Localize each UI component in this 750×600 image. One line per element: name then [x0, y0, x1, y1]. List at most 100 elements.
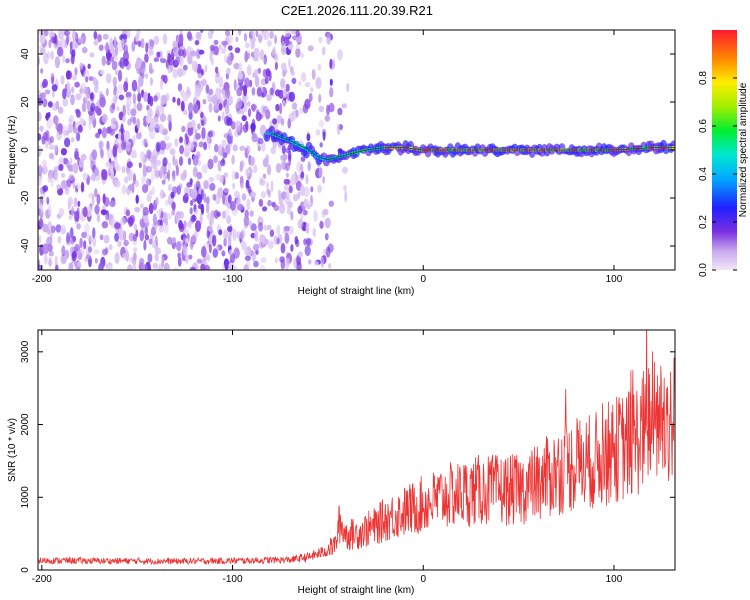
noise-cell	[276, 115, 282, 124]
noise-cell	[51, 84, 58, 92]
noise-cell	[101, 169, 108, 181]
noise-cell	[74, 210, 80, 222]
noise-cell	[81, 231, 88, 239]
noise-cell	[225, 209, 230, 215]
figure-title: C2E1.2026.111.20.39.R21	[281, 3, 433, 18]
noise-cell	[315, 76, 322, 89]
noise-cell	[126, 96, 132, 108]
noise-cell	[192, 60, 199, 72]
noise-cell	[136, 118, 141, 130]
noise-cell	[233, 79, 237, 91]
noise-cell	[324, 233, 329, 241]
noise-cell	[300, 156, 306, 163]
noise-cell	[91, 194, 95, 206]
noise-cell	[321, 46, 326, 56]
noise-cell	[319, 220, 324, 229]
noise-cell	[227, 45, 233, 51]
noise-cell	[92, 227, 96, 239]
noise-cell	[187, 102, 194, 113]
noise-cell	[133, 247, 138, 253]
noise-cell	[66, 34, 69, 46]
noise-cell	[143, 91, 148, 102]
noise-cell	[260, 141, 266, 152]
noise-cell	[99, 69, 105, 75]
noise-cell	[150, 170, 154, 183]
noise-cell	[208, 176, 215, 183]
noise-cell	[185, 238, 190, 244]
noise-cell	[283, 178, 290, 185]
noise-cell	[269, 30, 274, 40]
noise-cell	[344, 190, 348, 203]
noise-cell	[106, 59, 111, 66]
noise-cell	[105, 88, 109, 97]
noise-cell	[244, 255, 251, 261]
noise-cell	[127, 30, 131, 39]
noise-cell	[221, 139, 227, 147]
noise-cell	[49, 30, 53, 37]
noise-cell	[279, 203, 286, 214]
noise-cell	[135, 194, 139, 204]
noise-cell	[187, 121, 193, 129]
noise-cell	[143, 240, 147, 251]
noise-cell	[266, 224, 272, 231]
noise-cell	[167, 64, 172, 74]
noise-cell	[142, 206, 149, 217]
noise-cell	[175, 56, 181, 65]
noise-cell	[200, 263, 206, 270]
noise-cell	[259, 264, 266, 270]
noise-cell	[194, 209, 199, 215]
noise-cell	[105, 42, 110, 53]
noise-cell	[246, 198, 251, 211]
noise-cell	[295, 47, 301, 58]
noise-cell	[253, 47, 260, 59]
colorbar-tick-label: 0.4	[698, 167, 709, 181]
noise-cell	[313, 210, 318, 222]
noise-cell	[274, 61, 278, 71]
noise-cell	[266, 188, 270, 195]
noise-cell	[317, 184, 322, 193]
noise-cell	[221, 111, 225, 121]
noise-cell	[189, 207, 193, 215]
noise-cell	[191, 191, 196, 200]
noise-cell	[137, 40, 142, 47]
noise-cell	[209, 218, 213, 227]
noise-cell	[200, 30, 204, 34]
noise-cell	[310, 87, 314, 93]
noise-cell	[260, 92, 265, 98]
noise-cell	[226, 97, 232, 107]
noise-cell	[159, 113, 166, 123]
noise-cell	[123, 130, 131, 141]
noise-cell	[118, 94, 125, 101]
noise-cell	[73, 197, 78, 208]
noise-cell	[273, 204, 280, 211]
noise-cell	[38, 151, 41, 157]
noise-cell	[298, 80, 302, 86]
noise-cell	[50, 72, 54, 78]
noise-cell	[46, 117, 53, 129]
noise-cell	[270, 146, 277, 155]
noise-cell	[308, 259, 312, 265]
noise-cell	[176, 97, 181, 106]
noise-cell	[280, 118, 285, 126]
noise-cell	[144, 53, 149, 63]
noise-cell	[187, 54, 193, 65]
noise-cell	[202, 99, 207, 105]
noise-cell	[62, 88, 67, 100]
noise-cell	[46, 51, 51, 59]
noise-cell	[282, 89, 287, 98]
noise-cell	[148, 202, 154, 215]
noise-cell	[148, 238, 153, 245]
noise-cell	[50, 36, 56, 43]
noise-cell	[197, 203, 204, 210]
noise-cell	[60, 148, 67, 156]
noise-cell	[155, 105, 161, 111]
noise-cell	[303, 198, 308, 208]
noise-cell	[39, 187, 43, 194]
noise-cell	[286, 205, 292, 211]
noise-cell	[120, 217, 126, 226]
noise-cell	[223, 258, 230, 270]
noise-cell	[192, 154, 199, 166]
noise-cell	[83, 240, 87, 250]
noise-cell	[132, 93, 136, 104]
noise-cell	[40, 68, 44, 74]
